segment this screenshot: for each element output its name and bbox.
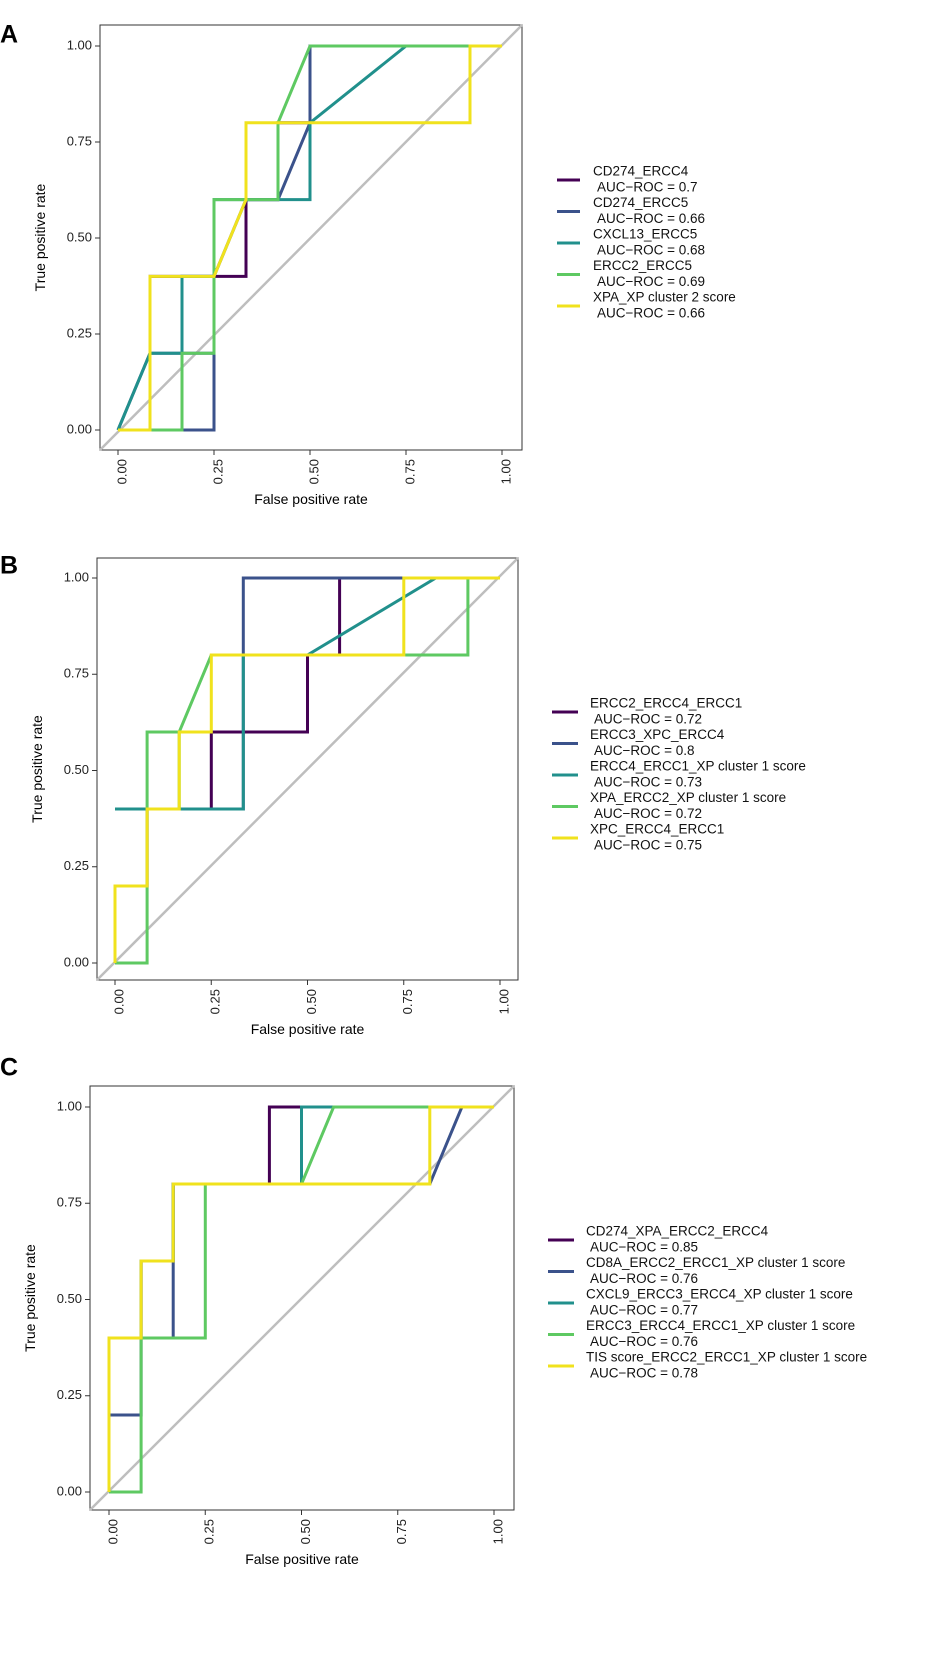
y-tick-label: 1.00	[57, 1098, 82, 1113]
legend-series-name: ERCC3_ERCC4_ERCC1_XP cluster 1 score	[586, 1318, 855, 1333]
x-axis-title: False positive rate	[245, 1551, 359, 1567]
legend-auc: AUC−ROC = 0.68	[597, 243, 705, 258]
legend-auc: AUC−ROC = 0.72	[594, 712, 702, 727]
x-tick-label: 1.00	[498, 459, 513, 484]
roc-curve-5	[113, 576, 500, 963]
x-tick-label: 0.25	[208, 989, 223, 1014]
y-tick-label: 0.50	[57, 1291, 82, 1306]
panel-a: A 0.00 0.25 0.50 0.75 1.00 0.00 0.25 0.50 0.75 1.0…	[0, 21, 736, 507]
legend-series-name: CD274_XPA_ERCC2_ERCC4	[586, 1224, 769, 1239]
panel-label: A	[0, 21, 18, 49]
legend-series-name: CXCL13_ERCC5	[593, 227, 697, 242]
y-tick-label: 0.00	[64, 954, 89, 969]
legend-auc: AUC−ROC = 0.7	[597, 180, 698, 195]
legend-series-name: ERCC2_ERCC4_ERCC1	[590, 696, 742, 711]
panel-c: C 0.00 0.25 0.50 0.75 1.00 0.00 0.25 0.50 0.75 1.0…	[0, 1054, 867, 1567]
x-tick-label: 0.75	[400, 989, 415, 1014]
roc-curve-4	[118, 44, 502, 432]
legend-series-name: TIS score_ERCC2_ERCC1_XP cluster 1 score	[586, 1350, 867, 1365]
x-tick-label: 1.00	[490, 1519, 505, 1544]
legend-auc: AUC−ROC = 0.85	[590, 1240, 698, 1255]
x-tick-label: 0.75	[394, 1519, 409, 1544]
x-tick-label: 0.00	[114, 459, 129, 484]
y-tick-label: 0.50	[67, 229, 92, 244]
y-axis-title: True positive rate	[29, 715, 45, 823]
panel-label: B	[0, 552, 18, 580]
panel-b: B 0.00 0.25 0.50 0.75 1.00 0.00 0.25 0.50 0.75 1.0…	[0, 552, 806, 1037]
legend-series-name: CD274_ERCC5	[593, 195, 688, 210]
x-tick-label: 0.50	[304, 989, 319, 1014]
y-tick-label: 0.25	[57, 1387, 82, 1402]
legend-series-name: CD8A_ERCC2_ERCC1_XP cluster 1 score	[586, 1255, 845, 1270]
y-tick-label: 0.75	[57, 1195, 82, 1210]
legend-auc: AUC−ROC = 0.75	[594, 838, 702, 853]
x-tick-label: 0.50	[298, 1519, 313, 1544]
legend-auc: AUC−ROC = 0.78	[590, 1366, 698, 1381]
reference-diagonal	[96, 557, 519, 981]
x-tick-label: 0.50	[306, 459, 321, 484]
legend-auc: AUC−ROC = 0.72	[594, 806, 702, 821]
y-axis-title: True positive rate	[22, 1244, 38, 1352]
legend-series-name: XPA_XP cluster 2 score	[593, 290, 736, 305]
x-tick-label: 0.00	[105, 1519, 120, 1544]
y-tick-label: 0.25	[64, 858, 89, 873]
legend-series-name: ERCC2_ERCC5	[593, 258, 692, 273]
x-axis-title: False positive rate	[251, 1021, 365, 1037]
x-tick-label: 0.00	[111, 989, 126, 1014]
roc-curve-4	[109, 1105, 494, 1494]
reference-diagonal	[89, 1085, 515, 1511]
roc-curve-5	[118, 44, 502, 432]
y-tick-label: 0.00	[67, 421, 92, 436]
legend-auc: AUC−ROC = 0.73	[594, 775, 702, 790]
roc-curve-4	[115, 576, 500, 965]
legend-auc: AUC−ROC = 0.76	[590, 1334, 698, 1349]
legend-auc: AUC−ROC = 0.66	[597, 306, 705, 321]
legend-series-name: XPA_ERCC2_XP cluster 1 score	[590, 790, 786, 805]
panel-label: C	[0, 1054, 18, 1082]
y-tick-label: 0.00	[57, 1483, 82, 1498]
legend-series-name: XPC_ERCC4_ERCC1	[590, 822, 724, 837]
legend-series-name: ERCC4_ERCC1_XP cluster 1 score	[590, 759, 806, 774]
legend-auc: AUC−ROC = 0.66	[597, 211, 705, 226]
x-tick-label: 0.75	[402, 459, 417, 484]
x-tick-label: 0.25	[210, 459, 225, 484]
legend-auc: AUC−ROC = 0.77	[590, 1303, 698, 1318]
legend-series-name: ERCC3_XPC_ERCC4	[590, 727, 725, 742]
legend-auc: AUC−ROC = 0.69	[597, 274, 705, 289]
legend-auc: AUC−ROC = 0.8	[594, 743, 695, 758]
x-tick-label: 0.25	[202, 1519, 217, 1544]
y-tick-label: 1.00	[67, 37, 92, 52]
y-axis-title: True positive rate	[32, 183, 48, 291]
x-axis-title: False positive rate	[254, 491, 368, 507]
x-tick-label: 1.00	[496, 989, 511, 1014]
y-tick-label: 0.75	[64, 666, 89, 681]
roc-curve-5	[107, 1105, 494, 1492]
roc-curve-3	[109, 1105, 494, 1340]
y-tick-label: 0.25	[67, 325, 92, 340]
y-tick-label: 0.50	[64, 762, 89, 777]
y-tick-label: 0.75	[67, 133, 92, 148]
reference-diagonal	[99, 24, 523, 451]
y-tick-label: 1.00	[64, 569, 89, 584]
legend-series-name: CXCL9_ERCC3_ERCC4_XP cluster 1 score	[586, 1287, 853, 1302]
legend-auc: AUC−ROC = 0.76	[590, 1271, 698, 1286]
legend-series-name: CD274_ERCC4	[593, 164, 689, 179]
